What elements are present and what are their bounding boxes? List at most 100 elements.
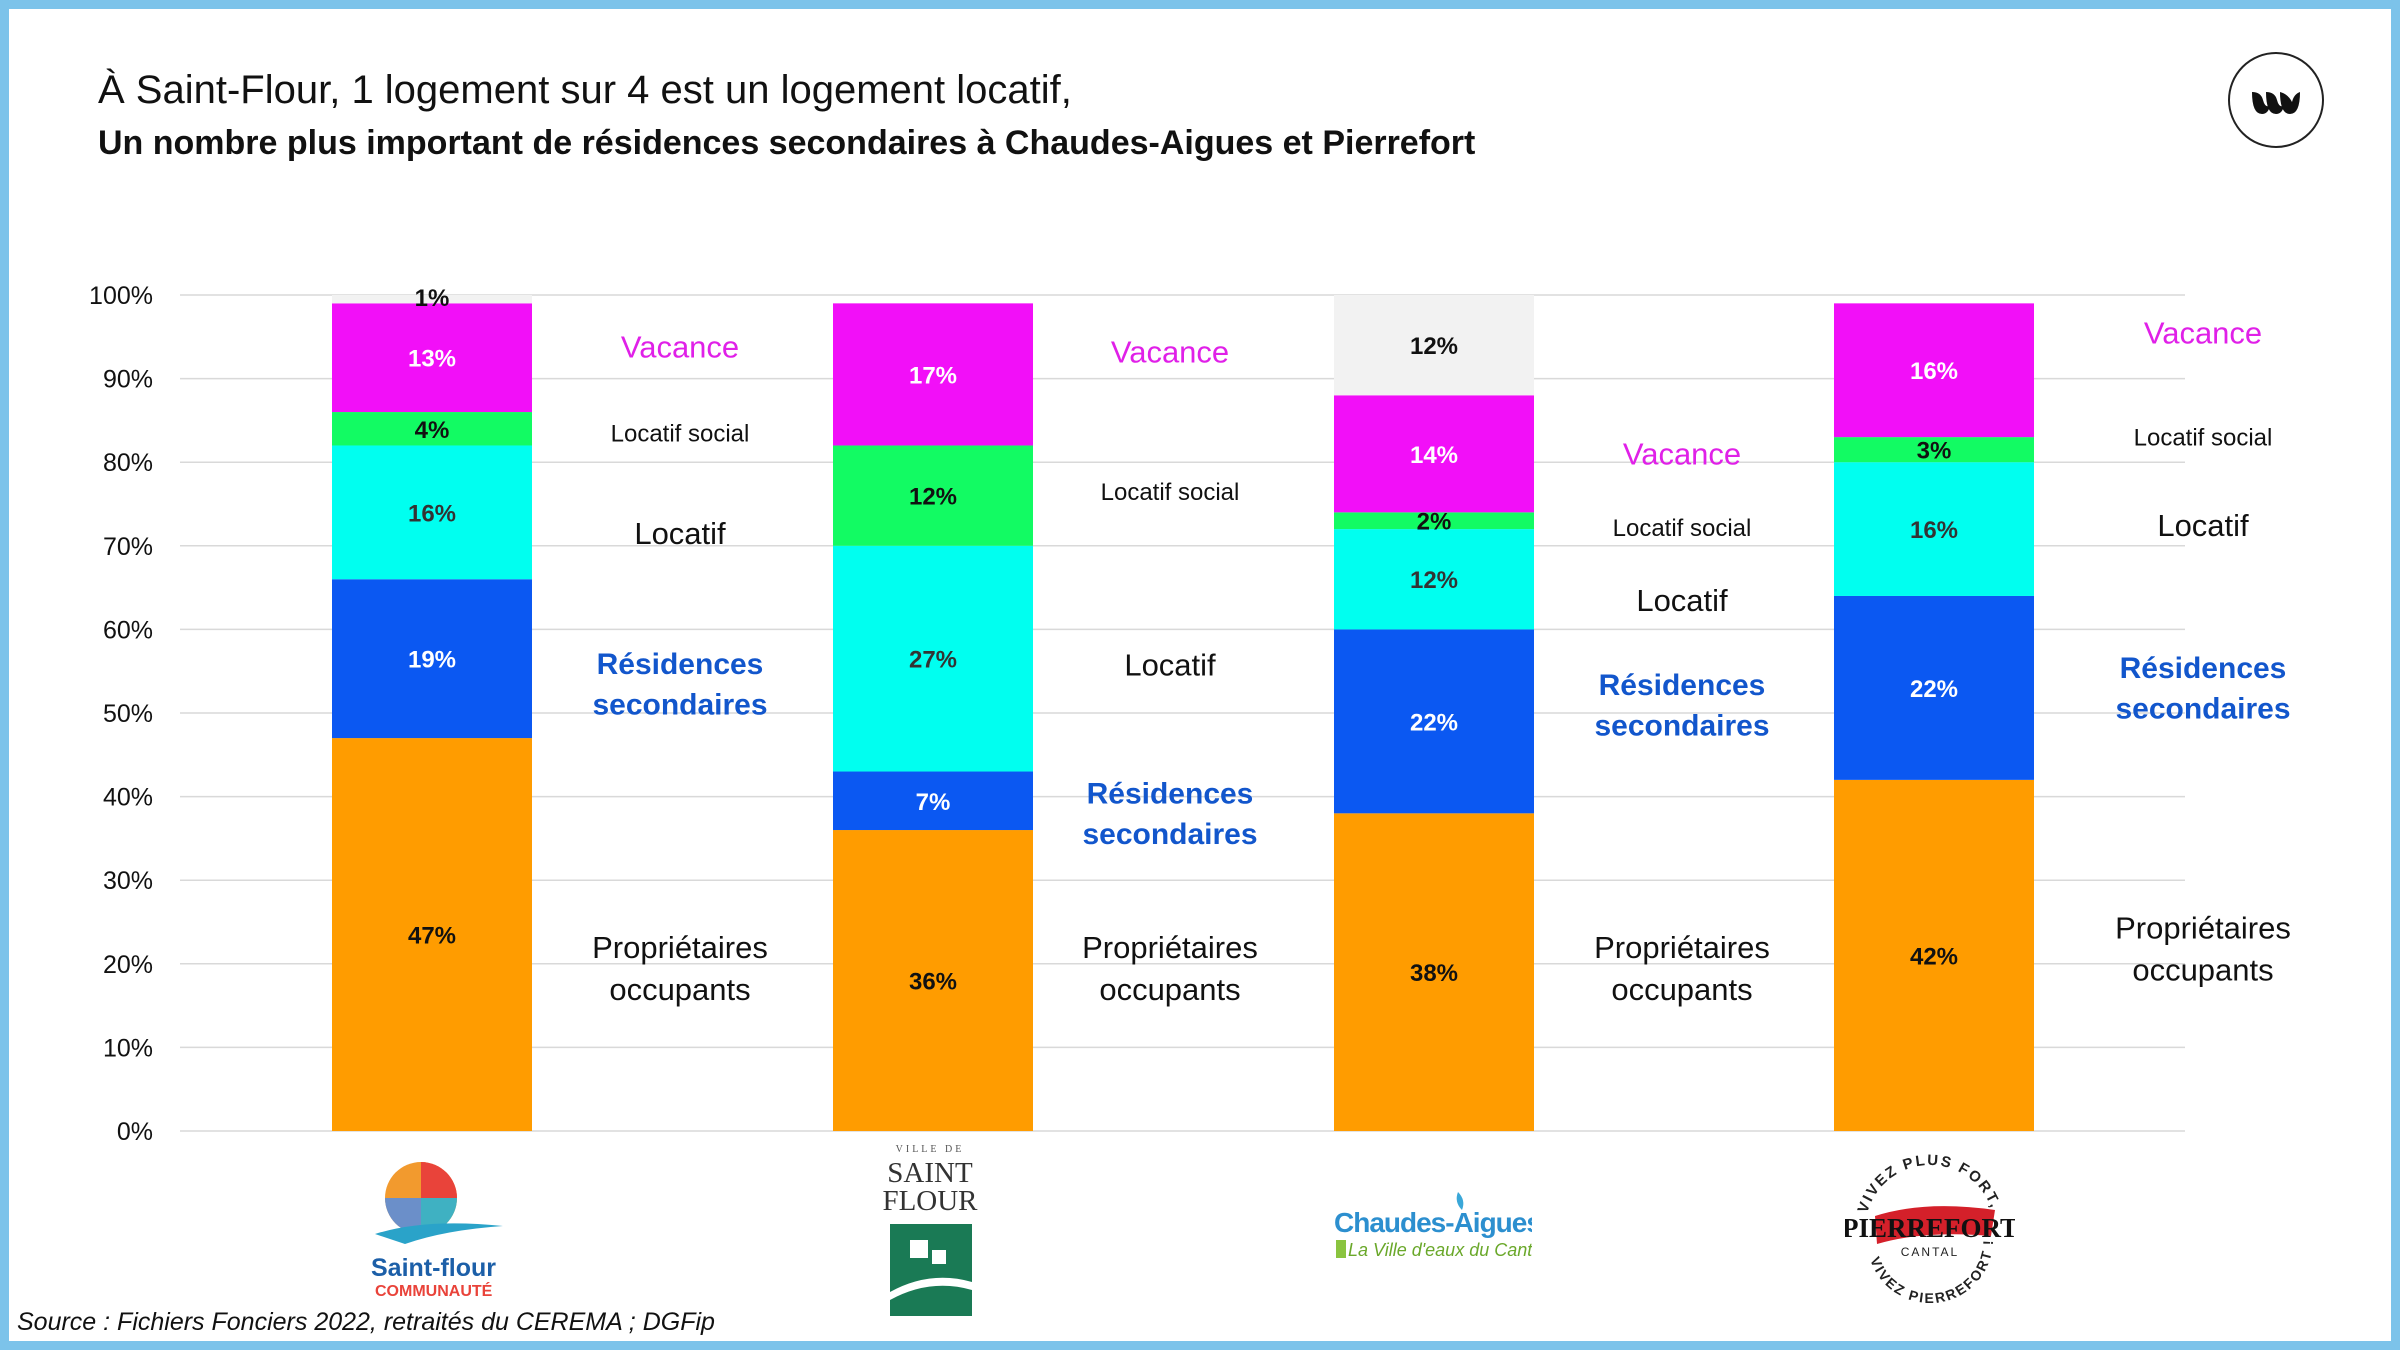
side-label-locatif: Locatif bbox=[1636, 583, 1728, 618]
chaudes-aigues-name: Chaudes-Aigues bbox=[1334, 1207, 1532, 1238]
data-label: 12% bbox=[909, 484, 957, 511]
data-label: 12% bbox=[1410, 333, 1458, 360]
data-label: 42% bbox=[1910, 943, 1958, 970]
data-label: 16% bbox=[1910, 517, 1958, 544]
bar-segment-locatif bbox=[833, 545, 1033, 772]
data-label: 14% bbox=[1410, 442, 1458, 469]
data-label: 7% bbox=[916, 789, 951, 816]
bar-segment-locatif bbox=[332, 445, 532, 580]
bar-segment-locatif bbox=[1334, 529, 1534, 630]
side-label-proprietaires: occupants bbox=[2132, 953, 2273, 988]
logo-ville-saint-flour: VILLE DE SAINT FLOUR bbox=[880, 1142, 980, 1320]
y-tick-label: 80% bbox=[103, 449, 153, 477]
data-label: 13% bbox=[408, 346, 456, 373]
side-label-proprietaires: occupants bbox=[609, 972, 750, 1007]
data-label: 19% bbox=[408, 647, 456, 674]
logo-chaudes-aigues: Chaudes-Aigues La Ville d'eaux du Cantal bbox=[1332, 1188, 1547, 1264]
side-label-social: Locatif social bbox=[1101, 479, 1240, 506]
side-label-residences: Résidences bbox=[1599, 669, 1766, 702]
y-tick-label: 20% bbox=[103, 951, 153, 979]
side-label-proprietaires: Propriétaires bbox=[2115, 911, 2291, 946]
bar-segment-residences bbox=[1834, 595, 2034, 780]
brand-logo bbox=[2228, 52, 2324, 148]
brand-logo-icon bbox=[2252, 92, 2300, 114]
side-label-proprietaires: Propriétaires bbox=[1594, 930, 1770, 965]
side-label-residences: secondaires bbox=[592, 688, 767, 721]
side-label-proprietaires: occupants bbox=[1099, 972, 1240, 1007]
data-label: 22% bbox=[1410, 709, 1458, 736]
data-label: 47% bbox=[408, 923, 456, 950]
pierrefort-arc-top: VIVEZ PLUS FORT, bbox=[1855, 1152, 2003, 1215]
saint-flour-line2: FLOUR bbox=[882, 1185, 978, 1217]
y-tick-label: 50% bbox=[103, 700, 153, 728]
logo-saintflour-communaute: Saint-flour COMMUNAUTÉ bbox=[365, 1160, 510, 1300]
svg-text:VIVEZ PLUS FORT,: VIVEZ PLUS FORT, bbox=[1855, 1152, 2005, 1215]
bar-segment-residences bbox=[1334, 629, 1534, 814]
bar-segment-social bbox=[1334, 512, 1534, 530]
side-label-social: Locatif social bbox=[2134, 425, 2273, 452]
y-tick-label: 30% bbox=[103, 867, 153, 895]
bar-segment-proprietaires bbox=[1334, 813, 1534, 1131]
side-label-vacance: Vacance bbox=[1623, 437, 1741, 472]
side-label-residences: secondaires bbox=[2115, 693, 2290, 726]
saintflour-communaute-emblem-icon: Saint-flour COMMUNAUTÉ bbox=[371, 1162, 503, 1300]
chaudes-aigues-emblem-icon: Chaudes-Aigues La Ville d'eaux du Cantal bbox=[1334, 1192, 1547, 1260]
bar-segment-residences bbox=[833, 771, 1033, 831]
data-label: 3% bbox=[1917, 438, 1952, 465]
data-label: 16% bbox=[1910, 358, 1958, 385]
y-tick-label: 40% bbox=[103, 784, 153, 812]
bar-segment-proprietaires bbox=[833, 830, 1033, 1131]
bar-segment-autre bbox=[1334, 295, 1534, 396]
y-tick-label: 10% bbox=[103, 1034, 153, 1062]
bar-segment-social bbox=[1834, 437, 2034, 463]
logo-pierrefort: VIVEZ PLUS FORT, PIERREFORT CANTAL VIVEZ… bbox=[1842, 1140, 2018, 1320]
data-label: 2% bbox=[1417, 509, 1452, 536]
bar-segment-social bbox=[332, 412, 532, 446]
bar-segment-vacance bbox=[833, 303, 1033, 446]
saintflour-communaute-name: Saint-flour bbox=[371, 1254, 496, 1282]
bar-segment-social bbox=[833, 445, 1033, 546]
y-tick-label: 70% bbox=[103, 533, 153, 561]
saint-flour-top: VILLE DE bbox=[896, 1144, 965, 1155]
side-label-residences: Résidences bbox=[2120, 652, 2287, 685]
side-label-locatif: Locatif bbox=[1124, 647, 1216, 682]
data-label: 17% bbox=[909, 362, 957, 389]
slide-subtitle: Un nombre plus important de résidences s… bbox=[98, 124, 1476, 162]
bar-segment-locatif bbox=[1834, 462, 2034, 596]
y-tick-label: 0% bbox=[117, 1118, 153, 1146]
side-label-vacance: Vacance bbox=[2144, 315, 2262, 350]
side-label-social: Locatif social bbox=[1613, 515, 1752, 542]
data-label: 22% bbox=[1910, 676, 1958, 703]
pierrefort-name: PIERREFORT bbox=[1845, 1213, 2015, 1243]
bar-segment-vacance bbox=[1334, 395, 1534, 513]
pierrefort-sub: CANTAL bbox=[1901, 1245, 1959, 1259]
side-label-residences: secondaires bbox=[1082, 818, 1257, 851]
y-tick-label: 90% bbox=[103, 366, 153, 394]
side-label-proprietaires: Propriétaires bbox=[1082, 930, 1258, 965]
side-label-vacance: Vacance bbox=[1111, 335, 1229, 370]
data-label: 1% bbox=[415, 285, 450, 312]
ville-saint-flour-emblem-icon: VILLE DE SAINT FLOUR bbox=[882, 1144, 978, 1316]
bar-segment-proprietaires bbox=[1834, 779, 2034, 1131]
side-label-proprietaires: occupants bbox=[1611, 972, 1752, 1007]
y-tick-label: 60% bbox=[103, 616, 153, 644]
side-label-vacance: Vacance bbox=[621, 330, 739, 365]
side-label-social: Locatif social bbox=[611, 420, 750, 447]
bar-segment-vacance bbox=[332, 303, 532, 413]
side-label-proprietaires: Propriétaires bbox=[592, 930, 768, 965]
saint-flour-line1: SAINT bbox=[887, 1157, 973, 1189]
bar-segment-proprietaires bbox=[332, 738, 532, 1131]
data-label: 38% bbox=[1410, 960, 1458, 987]
bar-segment-vacance bbox=[1834, 303, 2034, 438]
data-label: 27% bbox=[909, 647, 957, 674]
bar-segment-residences bbox=[332, 579, 532, 739]
data-label: 4% bbox=[415, 417, 450, 444]
data-label: 36% bbox=[909, 969, 957, 996]
source-note: Source : Fichiers Fonciers 2022, retrait… bbox=[17, 1308, 715, 1336]
y-tick-label: 100% bbox=[89, 282, 153, 310]
pierrefort-emblem-icon: VIVEZ PLUS FORT, PIERREFORT CANTAL VIVEZ… bbox=[1842, 1152, 2018, 1306]
bar-segment-autre bbox=[332, 295, 532, 304]
data-label: 16% bbox=[408, 500, 456, 527]
side-label-residences: secondaires bbox=[1594, 709, 1769, 742]
